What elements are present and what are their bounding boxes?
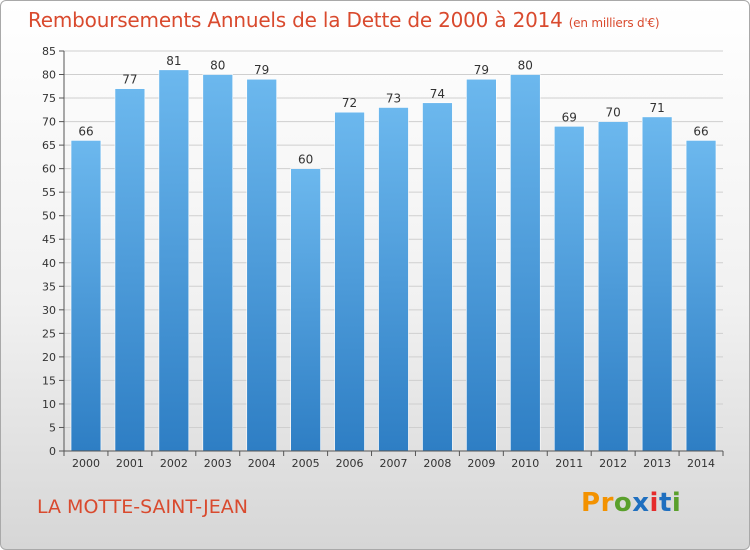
y-tick-label: 60 [42, 163, 56, 176]
bar-2005 [290, 168, 321, 452]
logo-letter: r [600, 488, 614, 518]
logo-letter: x [632, 488, 650, 518]
bar-value-label: 66 [78, 124, 93, 138]
logo-letter: o [613, 488, 633, 518]
bar-2010 [510, 74, 541, 452]
bar-2000 [70, 140, 102, 452]
y-tick-label: 75 [42, 92, 56, 105]
y-tick-label: 15 [42, 374, 56, 387]
chart-title-text: Remboursements Annuels de la Dette de 20… [28, 8, 563, 32]
bar-value-label: 80 [518, 59, 533, 73]
x-tick-label: 2005 [292, 457, 320, 470]
y-tick-label: 65 [42, 139, 56, 152]
x-tick-label: 2014 [687, 457, 715, 470]
x-tick-label: 2004 [248, 457, 276, 470]
x-tick-label: 2006 [336, 457, 364, 470]
bar-2007 [378, 107, 409, 452]
x-tick-label: 2008 [423, 457, 451, 470]
x-tick-label: 2001 [116, 457, 144, 470]
bar-value-label: 69 [562, 110, 577, 124]
y-tick-label: 25 [42, 327, 56, 340]
x-tick-label: 2007 [380, 457, 408, 470]
bar-2013 [641, 116, 673, 452]
y-tick-label: 10 [42, 398, 56, 411]
bar-value-label: 77 [122, 73, 137, 87]
logo-letter: i [649, 488, 659, 518]
bar-value-label: 79 [474, 63, 489, 77]
location-name: LA MOTTE-SAINT-JEAN [37, 496, 248, 518]
x-tick-label: 2000 [72, 457, 100, 470]
bar-value-label: 60 [298, 153, 313, 167]
bar-value-label: 71 [649, 101, 664, 115]
bar-2003 [202, 74, 234, 452]
y-tick-label: 20 [42, 351, 56, 364]
y-tick-label: 50 [42, 210, 56, 223]
bar-value-label: 81 [166, 54, 181, 68]
bar-2002 [158, 69, 190, 452]
y-tick-label: 0 [49, 445, 56, 458]
proxiti-logo: Proxiti [581, 488, 681, 518]
bar-value-label: 74 [430, 87, 445, 101]
x-tick-label: 2012 [599, 457, 627, 470]
x-tick-label: 2013 [643, 457, 671, 470]
y-tick-label: 35 [42, 280, 56, 293]
bar-2011 [553, 125, 585, 452]
bar-2001 [114, 88, 146, 452]
logo-letter: t [658, 488, 672, 518]
y-tick-label: 5 [49, 421, 56, 434]
y-tick-label: 30 [42, 304, 56, 317]
bar-value-label: 70 [606, 106, 621, 120]
x-tick-label: 2003 [204, 457, 232, 470]
x-tick-label: 2011 [555, 457, 583, 470]
y-tick-label: 55 [42, 186, 56, 199]
x-axis-ticks: 2000 2001 2002 2003 2004 2005 2006 2007 2008 2009… [63, 451, 724, 470]
bar-2012 [597, 121, 629, 452]
logo-letter: i [671, 488, 682, 518]
y-tick-label: 40 [42, 257, 56, 270]
x-tick-label: 2009 [467, 457, 495, 470]
bar-2006 [334, 111, 365, 452]
y-tick-label: 80 [42, 69, 56, 82]
chart-title: Remboursements Annuels de la Dette de 20… [28, 8, 660, 32]
x-tick-label: 2002 [160, 457, 188, 470]
bar-value-label: 72 [342, 96, 357, 110]
y-tick-label: 85 [42, 45, 56, 58]
bar-2004 [246, 78, 277, 452]
y-axis-ticks: 0 5 10 15 20 25 30 35 40 45 50 55 60 65 70 75 80 85 [42, 45, 64, 458]
bar-2009 [466, 78, 497, 452]
bar-value-label: 66 [693, 124, 708, 138]
bar-value-labels: 66 77 81 80 79 60 72 73 74 79 80 69 70 71 66 [78, 54, 708, 167]
y-tick-label: 70 [42, 116, 56, 129]
bar-2014 [685, 140, 717, 452]
y-tick-label: 45 [42, 233, 56, 246]
x-tick-label: 2010 [511, 457, 539, 470]
bar-value-label: 80 [210, 59, 225, 73]
bar-value-label: 79 [254, 63, 269, 77]
bar-2008 [422, 102, 453, 452]
bars [70, 69, 717, 452]
chart-unit: (en milliers d'€) [568, 16, 660, 30]
logo-letter: P [581, 488, 601, 518]
bar-value-label: 73 [386, 91, 401, 105]
